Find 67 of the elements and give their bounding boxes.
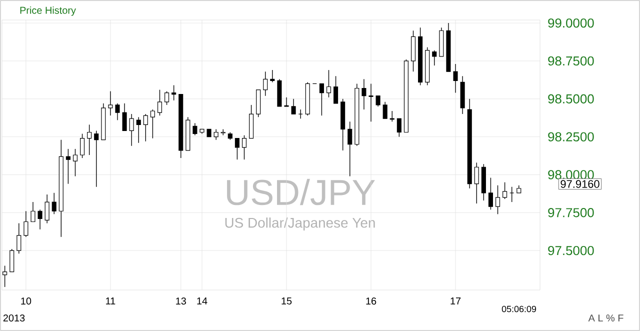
candlestick xyxy=(474,162,479,204)
candlestick xyxy=(150,109,155,139)
x-tick-label: 11 xyxy=(106,298,116,304)
candlestick xyxy=(87,124,92,156)
x-tick-label: 17 xyxy=(450,298,461,304)
candlestick xyxy=(319,83,324,116)
candlestick xyxy=(52,192,56,215)
candlestick xyxy=(214,128,218,140)
candlestick xyxy=(192,122,198,136)
annotation: US Dollar/Japanese Yen xyxy=(225,217,375,230)
text: 05:06:09 xyxy=(502,306,536,312)
candlestick xyxy=(263,71,268,96)
candlestick xyxy=(270,70,275,83)
candlestick xyxy=(326,70,332,98)
candlestick xyxy=(94,130,99,188)
x-tick-label: 16 xyxy=(366,298,376,305)
candlestick xyxy=(122,103,127,132)
candlestick xyxy=(108,90,113,116)
candlestick xyxy=(382,102,388,119)
candlestick xyxy=(164,90,170,106)
y-tick-label: 98.2500 xyxy=(548,132,594,142)
candlestick xyxy=(291,98,296,114)
candlestick xyxy=(129,114,134,146)
candlestick xyxy=(157,89,162,116)
y-tick-label: 98.7500 xyxy=(548,56,594,66)
text: 2013 xyxy=(3,314,25,322)
candlestick xyxy=(362,78,366,110)
candlestick xyxy=(72,148,78,177)
candlestick xyxy=(495,184,500,215)
candlestick xyxy=(396,118,402,138)
annotation: USD/JPY xyxy=(227,178,375,206)
candlestick xyxy=(16,222,22,254)
x-tick-label: 13 xyxy=(176,298,186,305)
candlestick xyxy=(136,116,141,144)
candlestick xyxy=(242,134,247,160)
candlestick xyxy=(348,121,352,177)
candlestick xyxy=(30,202,36,222)
candlestick xyxy=(44,194,50,224)
candlestick xyxy=(24,210,28,238)
y-tick-label: 99.0000 xyxy=(548,18,594,28)
x-tick-label: 15 xyxy=(282,298,292,304)
y-tick-label: 97.7500 xyxy=(548,208,594,218)
candlestick xyxy=(80,133,85,158)
y-tick-label: 98.0000 xyxy=(548,170,594,180)
candlestick xyxy=(453,64,458,94)
candlestick xyxy=(234,138,240,160)
candlestick xyxy=(334,76,338,104)
candlestick xyxy=(10,248,14,272)
candlestick xyxy=(368,83,374,122)
candlestick xyxy=(432,50,437,66)
candlestick xyxy=(284,97,289,107)
x-tick-label: 14 xyxy=(197,298,208,304)
text: A L % F xyxy=(588,314,624,322)
candlestick xyxy=(2,265,8,288)
candlestick xyxy=(66,148,70,184)
y-tick-label: 98.5000 xyxy=(548,94,594,104)
x-tick-label: 10 xyxy=(21,298,32,305)
candlestick xyxy=(115,103,120,120)
candlestick xyxy=(376,95,380,107)
candlestick xyxy=(488,177,493,210)
y-tick-label: 97.5000 xyxy=(548,246,594,256)
chart-title: Price History xyxy=(20,6,76,16)
candlestick xyxy=(38,209,42,230)
candlestick xyxy=(502,182,508,200)
candlestick xyxy=(143,114,148,142)
candlestick xyxy=(172,84,176,101)
text: 97.9160 xyxy=(560,180,600,188)
